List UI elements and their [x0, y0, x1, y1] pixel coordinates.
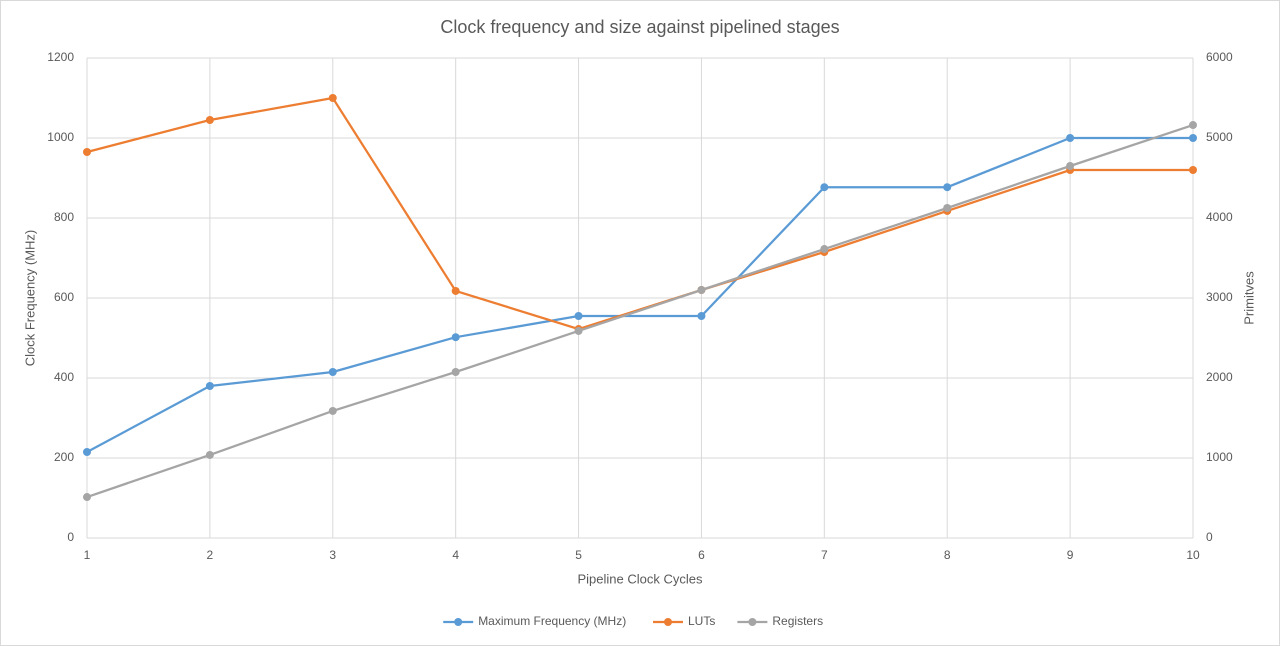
x-tick-label: 7: [821, 548, 828, 562]
y2-tick-label: 0: [1206, 530, 1213, 544]
data-point: [328, 406, 337, 415]
x-tick-label: 10: [1186, 548, 1200, 562]
y-tick-label: 1000: [47, 130, 74, 144]
data-point: [451, 368, 460, 376]
y-tick-label: 0: [67, 530, 74, 544]
y-tick-label: 400: [54, 370, 74, 384]
data-point: [943, 204, 952, 212]
data-point: [328, 368, 337, 376]
legend-marker: [454, 618, 463, 626]
x-axis-title: Pipeline Clock Cycles: [578, 571, 703, 586]
y2-tick-label: 6000: [1206, 50, 1233, 64]
data-point: [697, 286, 706, 294]
series-line: [86, 136, 1193, 453]
data-point: [205, 382, 214, 390]
y-tick-label: 1200: [47, 50, 74, 64]
data-point: [1189, 166, 1197, 174]
data-point: [1066, 162, 1075, 170]
data-point: [205, 450, 214, 459]
y2-tick-label: 5000: [1206, 130, 1233, 144]
x-tick-label: 5: [575, 548, 582, 562]
data-point: [1189, 134, 1197, 142]
data-point: [1189, 121, 1197, 130]
x-tick-label: 3: [329, 548, 336, 562]
data-point: [205, 116, 214, 124]
legend-marker: [748, 618, 757, 626]
y-tick-label: 800: [54, 210, 74, 224]
data-point: [820, 245, 829, 254]
data-point: [328, 94, 337, 102]
data-point: [451, 333, 460, 342]
data-point: [943, 183, 952, 192]
x-tick-label: 1: [84, 548, 91, 562]
x-tick-label: 2: [207, 548, 214, 562]
chart-title: Clock frequency and size against pipelin…: [440, 17, 839, 37]
y-tick-label: 600: [54, 290, 74, 304]
legend-label: Maximum Frequency (MHz): [478, 614, 626, 628]
legend-marker: [664, 618, 672, 626]
x-tick-label: 9: [1067, 548, 1074, 562]
legend-label: LUTs: [688, 614, 715, 628]
data-point: [574, 312, 583, 320]
x-tick-label: 8: [944, 548, 951, 562]
data-point: [1066, 134, 1075, 142]
x-tick-label: 6: [698, 548, 705, 562]
data-point: [820, 183, 829, 192]
y-axis-title: Clock Frequency (MHz): [22, 230, 37, 367]
x-tick-label: 4: [452, 548, 459, 562]
y2-tick-label: 4000: [1206, 210, 1233, 224]
data-point: [451, 286, 460, 295]
data-point: [574, 326, 583, 335]
data-point: [83, 448, 91, 456]
y2-tick-label: 1000: [1206, 450, 1233, 464]
data-point: [83, 148, 91, 156]
y2-tick-label: 2000: [1206, 370, 1233, 384]
data-point: [697, 312, 706, 320]
y-tick-label: 200: [54, 450, 74, 464]
y2-tick-label: 3000: [1206, 290, 1233, 304]
data-point: [83, 493, 91, 502]
legend-label: Registers: [772, 614, 823, 628]
y2-axis-title: Primitves: [1241, 271, 1256, 325]
series-line: [86, 123, 1194, 499]
